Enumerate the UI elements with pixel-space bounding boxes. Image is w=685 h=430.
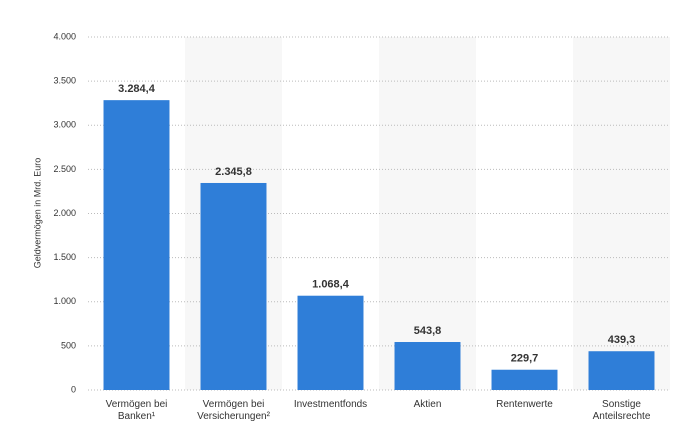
y-tick-label: 1.500 — [53, 252, 76, 262]
y-tick-label: 2.500 — [53, 164, 76, 174]
y-tick-label: 3.500 — [53, 76, 76, 86]
bar — [200, 182, 267, 390]
x-tick-label: Aktien — [413, 399, 442, 410]
x-tick-label: Vermögen bei Banken¹ — [105, 399, 168, 422]
value-label: 439,3 — [608, 334, 636, 346]
bar — [297, 295, 364, 390]
x-tick-label: Vermögen bei Versicherungen² — [197, 399, 270, 422]
y-tick-label: 2.000 — [53, 208, 76, 218]
bar — [588, 351, 655, 390]
value-label: 229,7 — [511, 353, 539, 365]
x-tick-label: Sonstige Anteilsrechte — [592, 399, 651, 422]
value-label: 1.068,4 — [312, 279, 350, 291]
y-tick-label: 0 — [71, 384, 76, 394]
y-tick-label: 3.000 — [53, 120, 76, 130]
x-tick-label: Rentenwerte — [496, 399, 553, 410]
value-label: 2.345,8 — [215, 166, 252, 178]
value-label: 543,8 — [414, 325, 442, 337]
value-label: 3.284,4 — [118, 83, 156, 95]
bar — [491, 369, 558, 390]
y-axis-label: Geldvermögen in Mrd. Euro — [32, 158, 42, 269]
bar — [394, 342, 461, 390]
y-tick-label: 4.000 — [53, 31, 76, 41]
y-tick-label: 500 — [61, 340, 76, 350]
y-tick-label: 1.000 — [53, 296, 76, 306]
x-tick-label: Investmentfonds — [293, 399, 368, 410]
bar — [103, 100, 170, 390]
